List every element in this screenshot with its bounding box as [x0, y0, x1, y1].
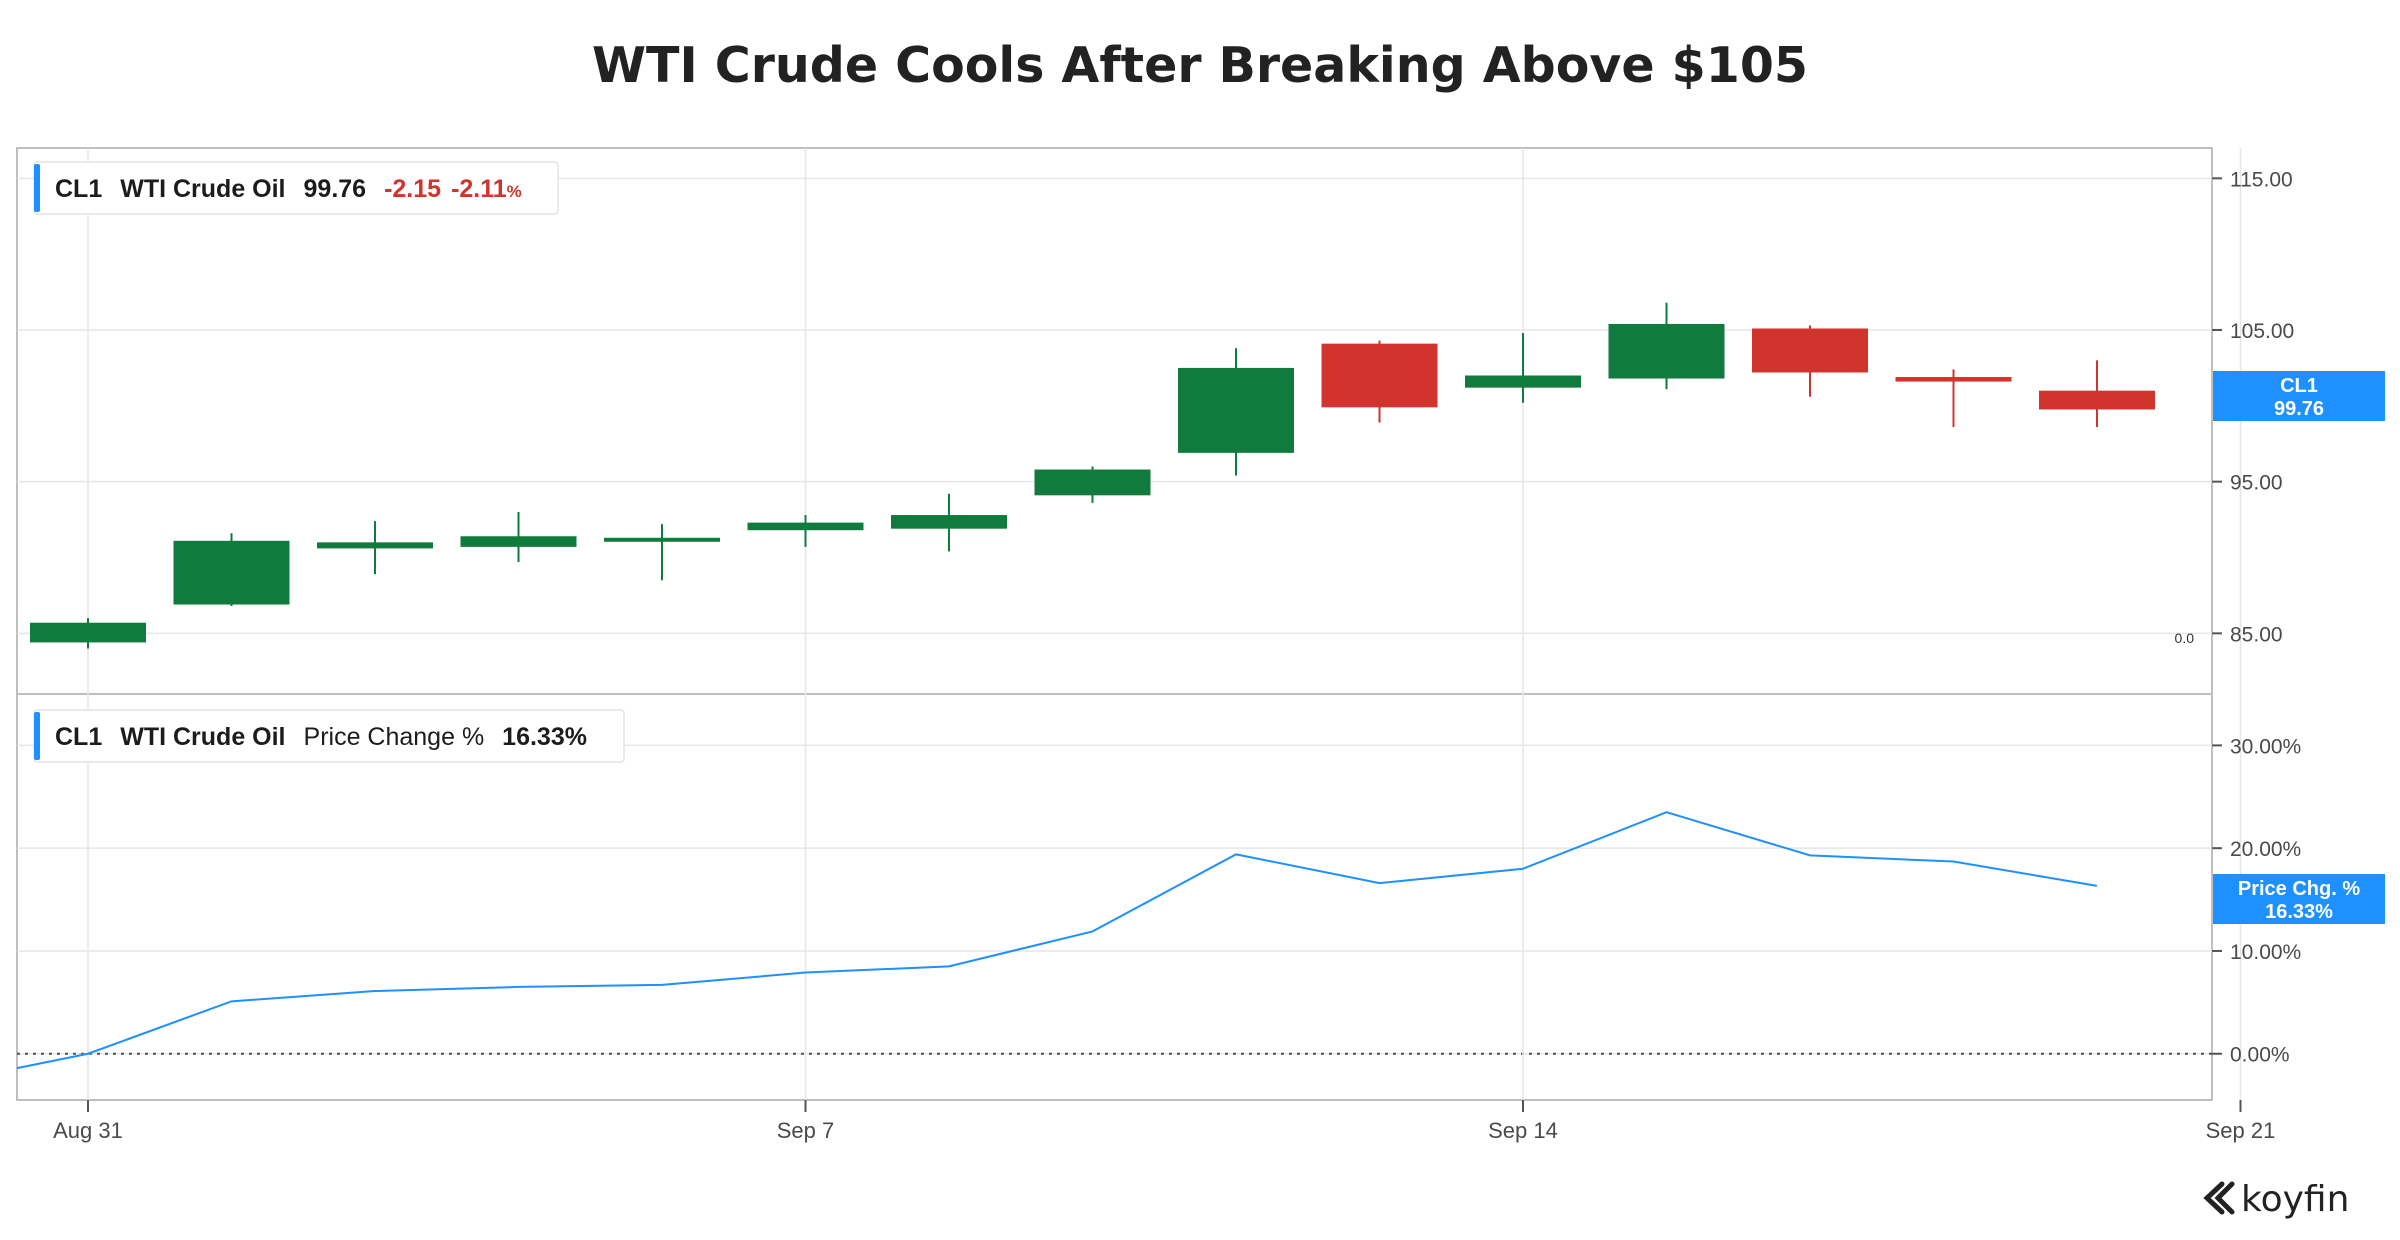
price-tick-label: 105.00: [2230, 320, 2294, 343]
change-legend-metric: Price Change %: [304, 723, 485, 751]
price-legend-accent: [34, 164, 40, 212]
price-legend-last: 99.76: [304, 175, 367, 203]
candle-body: [173, 540, 290, 605]
candle-body: [1465, 375, 1581, 388]
zero-note: 0.0: [2175, 630, 2195, 646]
koyfin-logo: koyfin: [2203, 1179, 2349, 1220]
candle: [30, 618, 146, 649]
price-y-axis: 85.00 95.00 105.00 115.00: [2212, 168, 2294, 646]
candle: [1178, 348, 1294, 476]
change-legend-ticker: CL1: [55, 723, 102, 751]
candle: [747, 515, 864, 547]
x-tick-label: Sep 7: [777, 1118, 835, 1143]
price-tick-label: 95.00: [2230, 472, 2283, 495]
price-tag-ticker: CL1: [2280, 375, 2318, 397]
x-tick-label: Sep 14: [1488, 1118, 1558, 1143]
candle: [1752, 325, 1868, 397]
change-tick-label: 30.00%: [2230, 735, 2301, 758]
change-legend-name: WTI Crude Oil: [120, 723, 285, 751]
x-tick-label: Aug 31: [53, 1118, 123, 1143]
brand-name: koyfin: [2241, 1179, 2349, 1220]
candle-body: [1895, 377, 2012, 382]
candle: [2039, 360, 2155, 428]
change-legend-accent: [34, 712, 40, 760]
change-tag-bg: [2213, 874, 2385, 924]
change-legend-text: CL1 WTI Crude Oil Price Change % 16.33%: [55, 723, 587, 751]
change-legend-value: 16.33%: [502, 723, 587, 751]
candle-body: [460, 536, 577, 547]
candle-body: [317, 542, 433, 549]
change-last-tag: Price Chg. % 16.33%: [2213, 874, 2385, 924]
candle-body: [747, 522, 864, 531]
change-tick-label: 20.00%: [2230, 838, 2301, 861]
candle-body: [1752, 328, 1868, 373]
grid: [17, 148, 2242, 1100]
candle-body: [891, 515, 1007, 529]
change-tag-label: Price Chg. %: [2238, 878, 2360, 900]
candlestick-series: [30, 302, 2155, 649]
change-legend: CL1 WTI Crude Oil Price Change % 16.33%: [33, 709, 625, 763]
candle: [317, 521, 433, 575]
price-tick-label: 85.00: [2230, 623, 2283, 646]
candle: [460, 512, 577, 563]
change-y-axis: 0.00% 10.00% 20.00% 30.00%: [2212, 735, 2301, 1067]
candle-body: [1608, 323, 1725, 379]
change-tag-value: 16.33%: [2265, 901, 2333, 923]
candle-body: [1178, 367, 1294, 453]
price-tick-label: 115.00: [2230, 168, 2293, 191]
price-legend: CL1 WTI Crude Oil 99.76 -2.15 -2.11%: [33, 161, 559, 215]
x-tick-label: Sep 21: [2206, 1118, 2276, 1143]
price-tag-value: 99.76: [2274, 398, 2324, 420]
candle: [1034, 466, 1151, 503]
candle-body: [30, 622, 146, 643]
candle: [173, 533, 290, 607]
candle: [1465, 333, 1581, 403]
candle-body: [604, 537, 720, 542]
price-legend-change: -2.15: [384, 175, 441, 203]
candle-body: [1321, 343, 1438, 408]
price-legend-pct-sign: %: [507, 182, 522, 201]
chart-title: WTI Crude Cools After Breaking Above $10…: [592, 37, 1808, 94]
price-legend-name: WTI Crude Oil: [120, 175, 285, 203]
price-change-line: [16, 811, 2098, 1070]
change-tick-label: 0.00%: [2230, 1044, 2290, 1067]
candle-body: [2039, 390, 2155, 410]
x-axis: Aug 31 Sep 7 Sep 14 Sep 21: [53, 1100, 2275, 1143]
change-tick-label: 10.00%: [2230, 941, 2301, 964]
candle: [604, 524, 720, 581]
candle: [1608, 302, 1725, 390]
candle: [1895, 369, 2012, 428]
candle: [891, 493, 1007, 552]
price-legend-text: CL1 WTI Crude Oil 99.76 -2.15 -2.11%: [55, 175, 522, 203]
koyfin-logo-icon: [2203, 1181, 2235, 1215]
price-legend-change-pct: -2.11: [451, 175, 507, 203]
chart-frame: [16, 147, 2213, 1101]
price-change-series: [16, 811, 2098, 1070]
price-last-tag: CL1 99.76: [2213, 371, 2385, 421]
candle-body: [1034, 469, 1151, 496]
price-legend-ticker: CL1: [55, 175, 102, 203]
price-tag-bg: [2213, 371, 2385, 421]
candle: [1321, 340, 1438, 423]
